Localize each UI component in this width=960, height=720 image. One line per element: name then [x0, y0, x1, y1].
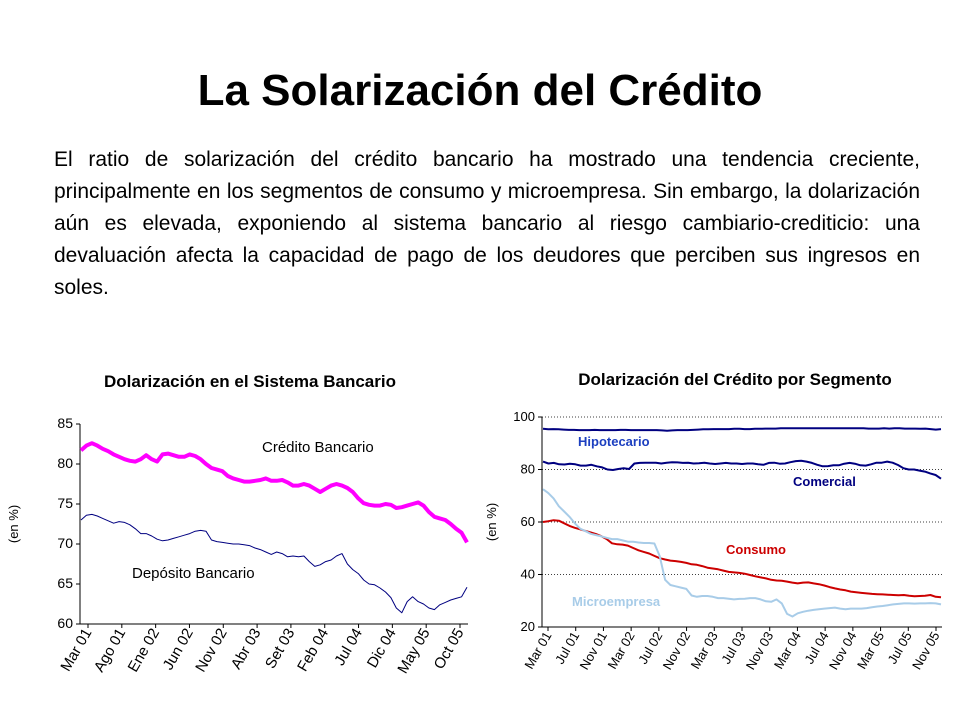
- series-line-hipotecario: [542, 427, 942, 432]
- x-tick-label: Nov 03: [743, 629, 777, 672]
- y-tick-label: 85: [57, 415, 73, 431]
- series-line-consumo: [542, 519, 942, 599]
- x-tick-label: Feb 04: [294, 626, 332, 675]
- x-tick-label: Nov 02: [660, 629, 694, 672]
- y-tick-label: 40: [521, 567, 535, 582]
- slide-title: La Solarización del Crédito: [197, 66, 763, 115]
- series-label-comercial: Comercial: [793, 474, 856, 489]
- x-tick-label: Mar 03: [688, 629, 721, 672]
- x-tick-label: Nov 05: [909, 629, 943, 672]
- y-tick-label: 65: [57, 575, 73, 591]
- chart-title-right: Dolarización del Crédito por Segmento: [578, 370, 892, 389]
- body-paragraph: El ratio de solarización del crédito ban…: [54, 148, 920, 299]
- x-tick-label: Oct 05: [431, 626, 468, 673]
- y-tick-label: 80: [57, 455, 73, 471]
- y-tick-label: 100: [513, 409, 535, 424]
- y-tick-label: 60: [521, 514, 535, 529]
- x-tick-label: Ago 01: [91, 626, 129, 676]
- series-label-consumo: Consumo: [726, 542, 786, 557]
- x-tick-label: Abr 03: [228, 626, 265, 673]
- x-tick-label: Mar 02: [605, 629, 638, 672]
- y-axis-label: (en %): [6, 505, 21, 543]
- y-tick-label: 80: [521, 462, 535, 477]
- y-tick-label: 70: [57, 535, 73, 551]
- y-tick-label: 20: [521, 619, 535, 634]
- x-tick-label: Jun 02: [160, 626, 197, 674]
- series-label-dep-sito-bancario: Depósito Bancario: [132, 565, 255, 582]
- x-tick-label: Mar 01: [521, 629, 554, 672]
- chart-title-left: Dolarización en el Sistema Bancario: [104, 372, 396, 391]
- x-tick-label: Jul 04: [331, 626, 366, 669]
- y-tick-label: 75: [57, 495, 73, 511]
- x-tick-label: Nov 02: [192, 626, 230, 676]
- x-tick-label: Mar 04: [771, 629, 804, 672]
- x-tick-label: Set 03: [262, 626, 298, 672]
- x-tick-label: Mar 05: [854, 629, 887, 672]
- x-tick-label: Ene 02: [125, 626, 163, 676]
- series-line-dep-sito-bancario: [80, 513, 468, 614]
- series-label-hipotecario: Hipotecario: [578, 434, 650, 449]
- series-label-cr-dito-bancario: Crédito Bancario: [262, 439, 374, 456]
- x-tick-label: Dic 04: [364, 626, 400, 671]
- y-axis-label: (en %): [484, 503, 499, 541]
- series-line-microempresa: [542, 488, 942, 618]
- series-label-microempresa: Microempresa: [572, 594, 661, 609]
- y-tick-label: 60: [57, 615, 73, 631]
- series-line-comercial: [542, 459, 942, 480]
- x-tick-label: May 05: [394, 626, 433, 677]
- series-line-cr-dito-bancario: [79, 441, 469, 544]
- x-tick-label: Nov 04: [826, 629, 860, 672]
- x-tick-label: Nov 01: [576, 629, 610, 672]
